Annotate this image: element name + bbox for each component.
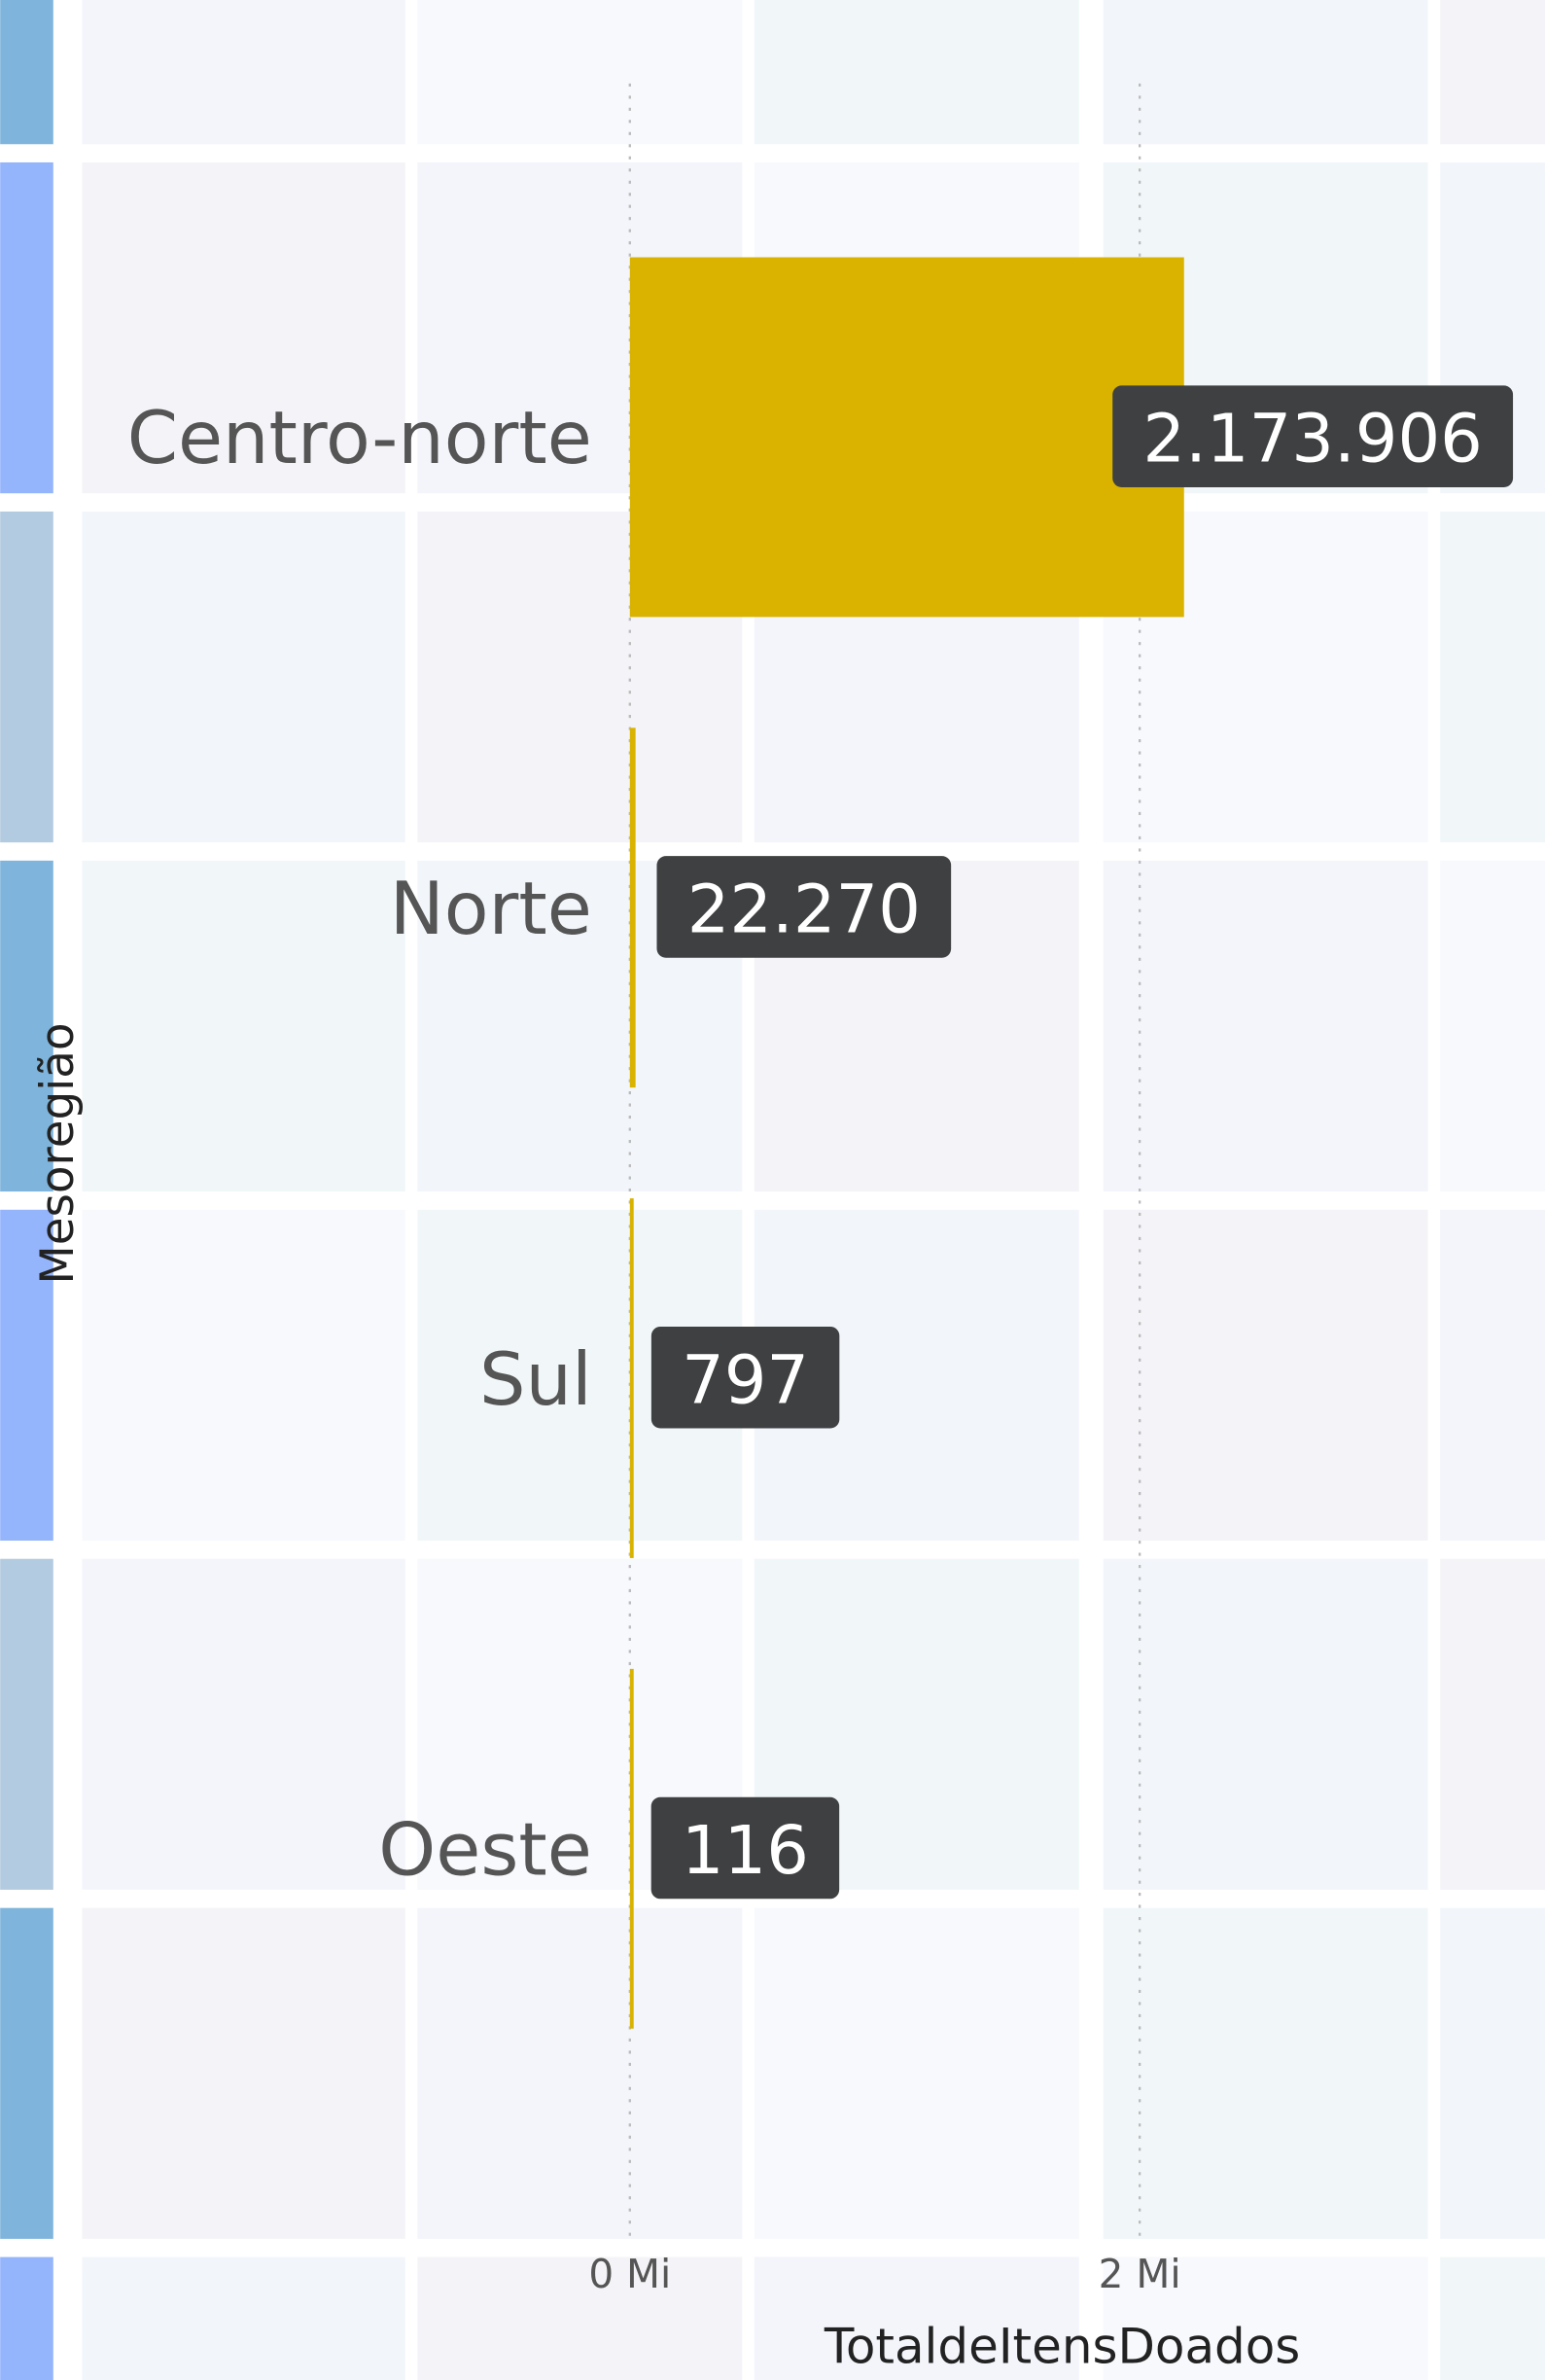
value-label-box [650, 1796, 840, 1900]
value-label-text: 2.173.906 [1142, 401, 1482, 479]
tile [1103, 1558, 1428, 1890]
tile [82, 511, 405, 843]
tile [82, 2256, 405, 2380]
y-tick-label: Centro-norte [127, 395, 592, 480]
value-label-text: 797 [682, 1341, 809, 1419]
tile [1440, 1907, 1545, 2239]
side-tile [0, 511, 53, 843]
tile [417, 0, 743, 145]
y-axis-title: Mesoregião [32, 1022, 85, 1284]
side-tile [0, 860, 53, 1192]
bar [629, 1668, 634, 2029]
side-tile [0, 1558, 53, 1890]
side-tile [0, 161, 53, 494]
value-label: 22.270 [656, 856, 952, 958]
bar [629, 257, 1184, 618]
tile [1103, 1209, 1428, 1541]
tile [82, 161, 405, 494]
value-label-text: 116 [682, 1812, 809, 1890]
value-label-box [1112, 385, 1514, 487]
side-tile [0, 1209, 53, 1541]
y-tick-label: Sul [479, 1336, 592, 1422]
tile [754, 1907, 1079, 2239]
tile [1440, 1558, 1545, 1890]
tile [1440, 2256, 1545, 2380]
x-axis-title: TotaldeItensDoados [824, 2318, 1300, 2374]
side-tile [0, 2256, 53, 2380]
tile [1103, 0, 1428, 145]
value-label: 797 [650, 1326, 840, 1429]
y-tick-label: Oeste [378, 1807, 591, 1893]
bar [629, 728, 636, 1088]
tile [417, 1907, 743, 2239]
side-tile [0, 1907, 53, 2239]
tile [1103, 1907, 1428, 2239]
x-tick-label: 2 Mi [1099, 2251, 1181, 2297]
y-tick-label: Norte [390, 866, 592, 951]
tile [82, 1209, 405, 1541]
tile [82, 1907, 405, 2239]
tile [82, 860, 405, 1192]
tile [1440, 1209, 1545, 1541]
side-tile [0, 0, 53, 145]
value-label: 116 [650, 1796, 840, 1900]
tile [1103, 2256, 1428, 2380]
tile [754, 2256, 1079, 2380]
tile [1440, 860, 1545, 1192]
value-label-box [650, 1326, 840, 1429]
tile [1440, 0, 1545, 145]
tile [82, 1558, 405, 1890]
tile [417, 2256, 743, 2380]
tile [754, 0, 1079, 145]
value-label-text: 22.270 [687, 871, 921, 949]
x-tick-label: 0 Mi [588, 2251, 671, 2297]
tile [1440, 511, 1545, 843]
value-label-box [656, 856, 952, 958]
value-label: 2.173.906 [1112, 385, 1514, 487]
tile [1103, 860, 1428, 1192]
bar [629, 1198, 634, 1558]
tile [82, 0, 405, 145]
